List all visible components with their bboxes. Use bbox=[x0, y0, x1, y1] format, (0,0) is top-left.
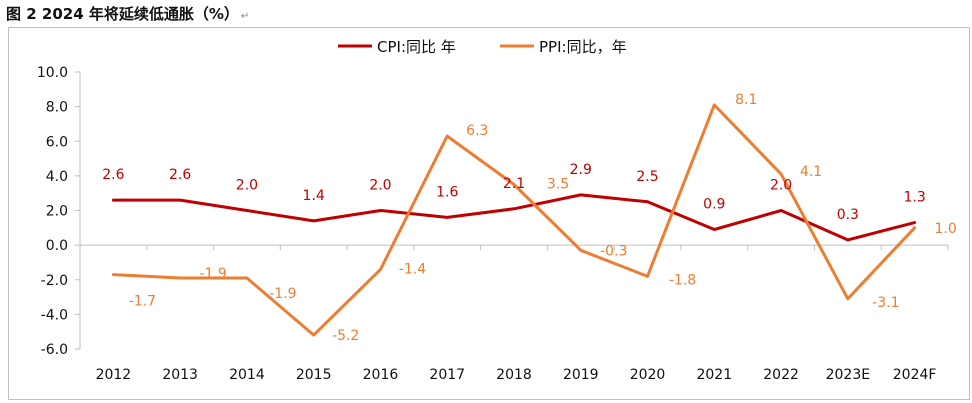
x-tick-label: 2014 bbox=[229, 367, 265, 383]
legend: CPI:同比 年 PPI:同比，年 bbox=[338, 38, 627, 56]
x-tick-label: 2024F bbox=[893, 367, 937, 383]
legend-label-ppi: PPI:同比，年 bbox=[539, 38, 627, 56]
y-tick-label: 10.0 bbox=[37, 65, 68, 81]
return-mark-icon: ↵ bbox=[240, 11, 250, 22]
cpi-data-label: 2.1 bbox=[503, 176, 525, 192]
x-tick-label: 2017 bbox=[429, 367, 465, 383]
cpi-data-label: 1.4 bbox=[303, 188, 325, 204]
cpi-data-label: 2.5 bbox=[636, 169, 658, 185]
x-tick-label: 2016 bbox=[363, 367, 399, 383]
ppi-data-label: 3.5 bbox=[547, 177, 569, 193]
ppi-data-label: -0.3 bbox=[600, 243, 627, 259]
ppi-data-label: 1.0 bbox=[934, 221, 956, 237]
y-tick-label: 2.0 bbox=[46, 204, 68, 220]
y-tick-label: 0.0 bbox=[46, 238, 68, 254]
ppi-data-label: 6.3 bbox=[466, 123, 488, 139]
chart-frame bbox=[8, 27, 970, 400]
y-tick-label: 8.0 bbox=[46, 100, 68, 116]
series-lines bbox=[111, 103, 917, 337]
x-tick-label: 2019 bbox=[563, 367, 599, 383]
x-tick-label: 2021 bbox=[696, 367, 732, 383]
cpi-data-label: 1.3 bbox=[903, 190, 925, 206]
figure-title-text: 图 2 2024 年将延续低通胀（%） bbox=[6, 5, 239, 23]
ppi-line bbox=[111, 103, 917, 337]
ppi-data-label: -1.9 bbox=[199, 266, 226, 282]
x-tick-label: 2015 bbox=[296, 367, 332, 383]
cpi-data-label: 0.9 bbox=[703, 197, 725, 213]
ppi-data-label: 8.1 bbox=[735, 92, 757, 108]
cpi-data-label: 2.0 bbox=[236, 178, 258, 194]
cpi-line bbox=[111, 193, 917, 242]
ppi-data-label: -3.1 bbox=[872, 295, 899, 311]
cpi-data-label: 1.6 bbox=[436, 184, 458, 200]
cpi-data-label: 0.3 bbox=[837, 207, 859, 223]
x-tick-label: 2020 bbox=[630, 367, 666, 383]
y-tick-label: 4.0 bbox=[46, 169, 68, 185]
x-tick-label: 2013 bbox=[162, 367, 198, 383]
y-tick-label: -4.0 bbox=[41, 307, 68, 323]
y-tick-label: -6.0 bbox=[41, 342, 68, 358]
legend-label-cpi: CPI:同比 年 bbox=[377, 38, 456, 56]
ppi-data-label: -5.2 bbox=[332, 328, 359, 344]
x-tick-label: 2022 bbox=[763, 367, 799, 383]
cpi-data-label: 2.6 bbox=[102, 167, 124, 183]
ppi-data-label: -1.4 bbox=[399, 261, 426, 277]
axes: 10.0 8.0 6.0 4.0 2.0 0.0 -2.0 -4.0 -6.0 2012 2013 2… bbox=[37, 65, 949, 383]
cpi-data-label: 2.0 bbox=[770, 178, 792, 194]
ppi-data-label: -1.7 bbox=[129, 294, 156, 310]
y-tick-label: 6.0 bbox=[46, 134, 68, 150]
ppi-data-label: 4.1 bbox=[800, 164, 822, 180]
cpi-data-label: 2.6 bbox=[169, 167, 191, 183]
cpi-data-label: 2.0 bbox=[369, 178, 391, 194]
data-labels: 2.6 2.6 2.0 1.4 2.0 1.6 2.1 2.9 2.5 0.9 2.0 0.3 1.3 -… bbox=[102, 92, 956, 344]
ppi-data-label: -1.8 bbox=[669, 272, 696, 288]
y-tick-label: -2.0 bbox=[41, 273, 68, 289]
x-tick-label: 2012 bbox=[96, 367, 132, 383]
x-tick-label: 2018 bbox=[496, 367, 532, 383]
cpi-data-label: 2.9 bbox=[570, 162, 592, 178]
ppi-data-label: -1.9 bbox=[269, 286, 296, 302]
figure-title: 图 2 2024 年将延续低通胀（%） ↵ bbox=[6, 3, 249, 24]
x-tick-label: 2023E bbox=[826, 367, 870, 383]
